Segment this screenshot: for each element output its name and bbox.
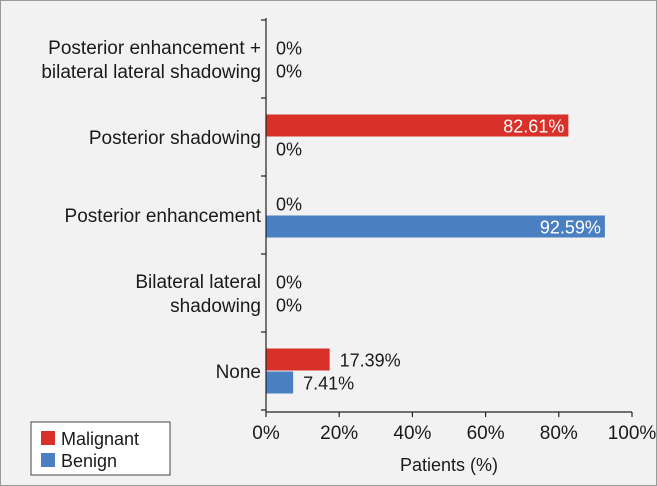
- category-label: Bilateral lateral: [135, 272, 261, 293]
- bar-malignant: [266, 114, 569, 137]
- legend-label: Malignant: [61, 429, 139, 449]
- category-label: bilateral lateral shadowing: [41, 62, 261, 83]
- x-tick-label: 60%: [467, 423, 505, 444]
- value-label: 17.39%: [340, 351, 401, 371]
- bars: [266, 114, 605, 394]
- bar-malignant: [266, 348, 330, 371]
- x-tick-label: 20%: [320, 423, 358, 444]
- bar-benign: [266, 371, 294, 394]
- x-tick-labels: 0% 20% 40% 60% 80% 100%: [252, 423, 656, 444]
- value-label: 0%: [276, 273, 302, 293]
- value-labels: 0% 0% 82.61% 0% 0% 92.59% 0% 0% 17.39% 7.41%: [276, 39, 601, 394]
- value-label: 92.59%: [540, 218, 601, 238]
- x-tick-label: 100%: [608, 423, 657, 444]
- value-label: 0%: [276, 296, 302, 316]
- bar-benign: [266, 215, 605, 238]
- category-label: Posterior enhancement: [65, 206, 262, 227]
- x-tick-label: 40%: [393, 423, 431, 444]
- x-tick-label: 80%: [540, 423, 578, 444]
- category-labels: Posterior enhancement + bilateral lateral…: [41, 38, 261, 383]
- category-label: None: [216, 362, 261, 383]
- value-label: 0%: [276, 62, 302, 82]
- value-label: 0%: [276, 195, 302, 215]
- legend-label: Benign: [61, 451, 117, 471]
- x-axis-title: Patients (%): [400, 455, 498, 475]
- value-label: 0%: [276, 39, 302, 59]
- axes: [261, 18, 633, 417]
- value-label: 7.41%: [303, 374, 354, 394]
- legend-swatch-malignant: [41, 431, 55, 445]
- x-tick-label: 0%: [252, 423, 280, 444]
- category-label: shadowing: [170, 296, 261, 317]
- category-label: Posterior shadowing: [89, 128, 261, 149]
- value-label: 82.61%: [503, 117, 564, 137]
- legend-swatch-benign: [41, 453, 55, 467]
- category-label: Posterior enhancement +: [48, 38, 261, 59]
- value-label: 0%: [276, 140, 302, 160]
